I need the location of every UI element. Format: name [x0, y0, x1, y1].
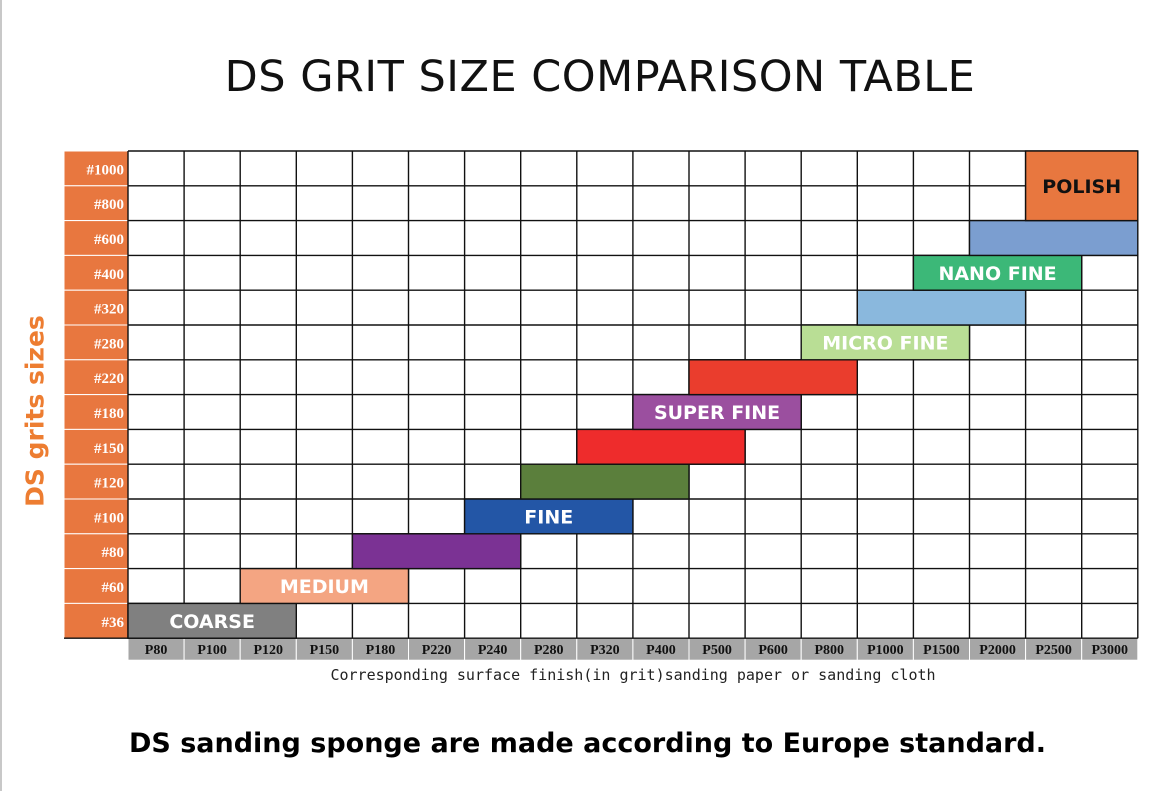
x-axis-caption: Corresponding surface finish(in grit)san… [330, 666, 936, 684]
col-label: P1000 [867, 643, 904, 658]
grit-band-label: MEDIUM [280, 576, 369, 598]
row-label-cell [63, 602, 129, 639]
row-label: #220 [94, 371, 124, 387]
left-edge-border [0, 0, 2, 791]
grit-band [688, 359, 859, 396]
grit-band [856, 289, 1027, 326]
row-label: #280 [94, 336, 124, 352]
row-label: #180 [94, 406, 124, 422]
row-label-cell [63, 359, 129, 396]
col-label: P180 [366, 643, 396, 658]
col-label: P100 [197, 643, 227, 658]
col-label: P120 [253, 643, 283, 658]
row-label: #120 [94, 476, 124, 492]
col-label: P280 [534, 643, 564, 658]
row-label-cell [63, 568, 129, 604]
row-label-cell [63, 150, 129, 187]
grit-band-label: NANO FINE [938, 263, 1056, 285]
col-label: P2500 [1035, 643, 1072, 658]
row-label-cell [63, 289, 129, 326]
grit-band-label: POLISH [1042, 176, 1121, 198]
row-label: #150 [94, 441, 124, 457]
grit-band [576, 428, 746, 465]
grit-band-label: COARSE [169, 611, 255, 633]
row-label-cell [63, 220, 129, 256]
grit-band [912, 254, 1083, 291]
col-label: P220 [422, 643, 452, 658]
grit-band [632, 393, 802, 431]
grit-band [1024, 150, 1139, 222]
row-label: #800 [94, 197, 124, 213]
row-label-cell [63, 428, 129, 465]
grit-band [968, 219, 1139, 257]
chart-title: DS GRIT SIZE COMPARISON TABLE [224, 52, 976, 102]
row-label-cell [63, 498, 129, 535]
row-label: #60 [102, 580, 125, 596]
col-label: P80 [145, 643, 168, 658]
grit-band [127, 602, 298, 639]
row-label: #1000 [87, 162, 125, 178]
row-label-cell [63, 463, 129, 500]
row-label: #400 [94, 267, 124, 283]
grit-band [351, 533, 522, 570]
col-label: P2000 [979, 643, 1016, 658]
row-label-cell [63, 533, 129, 570]
row-label: #36 [102, 615, 125, 631]
col-label: P400 [646, 643, 676, 658]
col-label: P600 [758, 643, 788, 658]
row-label-cell [63, 324, 129, 361]
col-label: P1500 [923, 643, 960, 658]
grit-band-label: MICRO FINE [822, 332, 948, 354]
col-label: P500 [702, 643, 732, 658]
col-label: P320 [590, 643, 620, 658]
col-label: P150 [310, 643, 340, 658]
grit-band [520, 463, 690, 500]
grit-band [800, 324, 971, 361]
row-label: #320 [94, 302, 124, 318]
grit-band [239, 567, 410, 605]
footer-note: DS sanding sponge are made according to … [128, 728, 1047, 759]
row-label: #100 [94, 510, 124, 526]
grit-band [463, 498, 634, 535]
row-label: #600 [94, 232, 124, 248]
row-label-cell [63, 394, 129, 430]
grit-band-label: FINE [524, 506, 573, 528]
col-label: P800 [814, 643, 844, 658]
col-label: P3000 [1091, 643, 1128, 658]
grit-band-label: SUPER FINE [654, 402, 780, 424]
col-label: P240 [478, 643, 508, 658]
row-label: #80 [102, 545, 125, 561]
